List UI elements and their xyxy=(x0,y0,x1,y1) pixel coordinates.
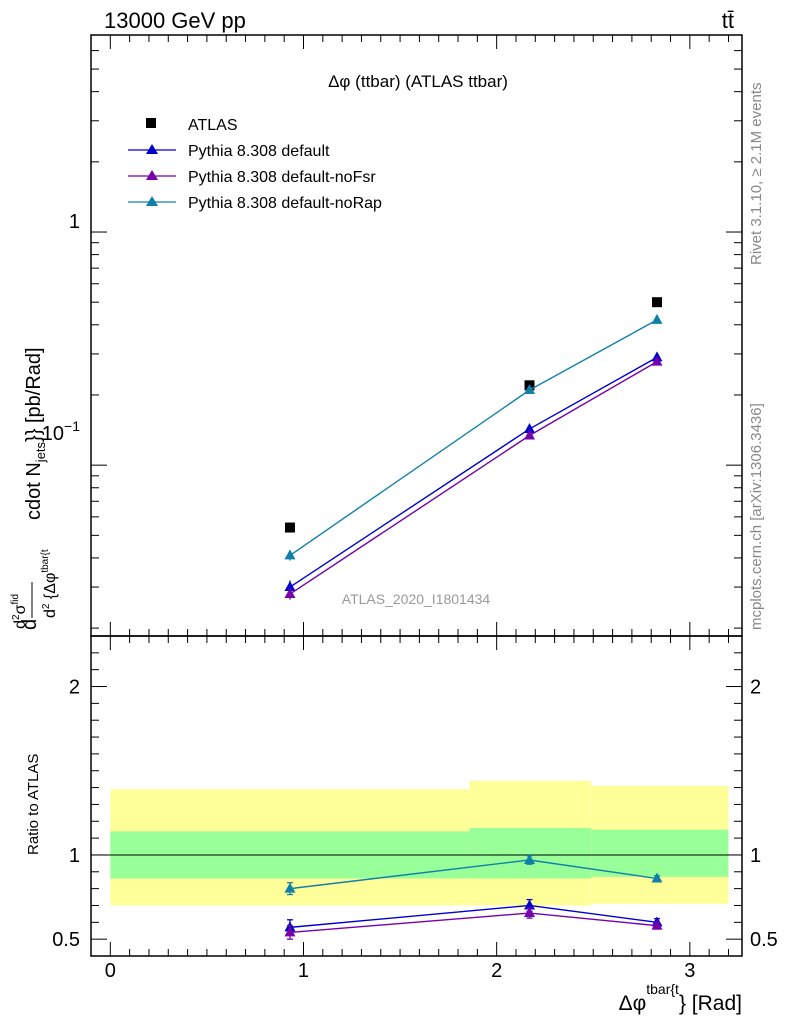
main-title: Δφ (ttbar) (ATLAS ttbar) xyxy=(328,72,508,91)
data-point xyxy=(651,313,663,324)
ratio-point xyxy=(284,882,296,893)
ratio-point xyxy=(651,872,663,883)
data-point xyxy=(284,549,296,560)
xtick-label: 0 xyxy=(105,960,116,982)
ratio-ytick-label: 2 xyxy=(69,677,80,699)
data-point xyxy=(651,355,663,366)
ratio-ytick-label-right: 0.5 xyxy=(750,929,778,951)
main-panel: Δφ (ttbar) (ATLAS ttbar) ATLAS_2020_I180… xyxy=(10,34,743,637)
mcplots-label: mcplots.cern.ch [arXiv:1306.3436] xyxy=(748,403,765,630)
rivet-label: Rivet 3.1.10, ≥ 2.1M events xyxy=(748,83,765,266)
legend-label-nofsr: Pythia 8.308 default-noFsr xyxy=(188,169,376,186)
ratio-bands xyxy=(91,780,742,906)
data-point-atlas xyxy=(284,522,295,533)
ratio-point xyxy=(524,899,536,910)
xtick-label: 3 xyxy=(684,960,695,982)
series-line-2 xyxy=(289,361,658,595)
main-data xyxy=(284,297,663,600)
ratio-axes: 0.5 0.5 1 1 2 2 0 1 2 3 xyxy=(52,636,778,982)
legend: ATLAS Pythia 8.308 default Pythia 8.308 … xyxy=(128,117,382,212)
xlabel: Δφtbar{t} [Rad] xyxy=(619,981,742,1015)
legend-label-atlas: ATLAS xyxy=(188,117,238,134)
ratio-ylabel: Ratio to ATLAS xyxy=(25,754,42,855)
ytick-label-1: 1 xyxy=(69,211,80,233)
ratio-data xyxy=(284,854,663,940)
svg-text:dd2σfid: dd2σfid xyxy=(10,594,41,630)
ratio-point xyxy=(524,907,536,918)
ratio-ytick-label-right: 2 xyxy=(750,677,761,699)
header-right: tt̄ xyxy=(722,8,734,33)
ratio-ytick-label: 0.5 xyxy=(52,929,80,951)
watermark: ATLAS_2020_I1801434 xyxy=(342,591,491,607)
data-point xyxy=(524,384,536,395)
data-point xyxy=(284,581,296,592)
series-line-3 xyxy=(289,319,658,557)
svg-text:d2 {Δφtbar{t: d2 {Δφtbar{t xyxy=(40,549,59,618)
legend-marker-nofsr xyxy=(146,170,158,180)
xtick-label: 2 xyxy=(491,960,502,982)
ratio-point xyxy=(524,854,536,864)
legend-marker-atlas xyxy=(146,118,156,128)
ytick-label-0.1: 10−1 xyxy=(42,418,80,445)
band-inner xyxy=(469,828,592,879)
legend-marker-default xyxy=(146,144,158,154)
data-point xyxy=(524,429,536,440)
ratio-frame xyxy=(90,635,743,957)
ratio-ytick-label-right: 1 xyxy=(750,845,761,867)
band-inner xyxy=(591,829,729,877)
main-axes xyxy=(90,34,742,636)
header-left: 13000 GeV pp xyxy=(104,8,246,33)
ratio-line-0 xyxy=(289,904,658,929)
ratio-point xyxy=(284,926,296,937)
legend-label-norap: Pythia 8.308 default-noRap xyxy=(188,195,382,212)
xtick-label: 1 xyxy=(298,960,309,982)
ratio-panel: 0.5 0.5 1 1 2 2 0 1 2 3 Ratio to ATLAS Δφtbar{t} … xyxy=(25,635,778,1015)
ratio-ytick-label: 1 xyxy=(69,845,80,867)
legend-label-default: Pythia 8.308 default xyxy=(188,143,330,160)
legend-marker-norap xyxy=(146,196,158,206)
data-point xyxy=(284,588,296,599)
ratio-point xyxy=(651,919,663,930)
data-point-atlas xyxy=(652,297,663,308)
main-ylabel: dd2σfid d2 {Δφtbar{t cdot Njets}} [pb/Ra… xyxy=(10,347,59,630)
svg-text:cdot Njets}} [pb/Rad]: cdot Njets}} [pb/Rad] xyxy=(23,347,48,520)
data-point xyxy=(524,422,536,433)
